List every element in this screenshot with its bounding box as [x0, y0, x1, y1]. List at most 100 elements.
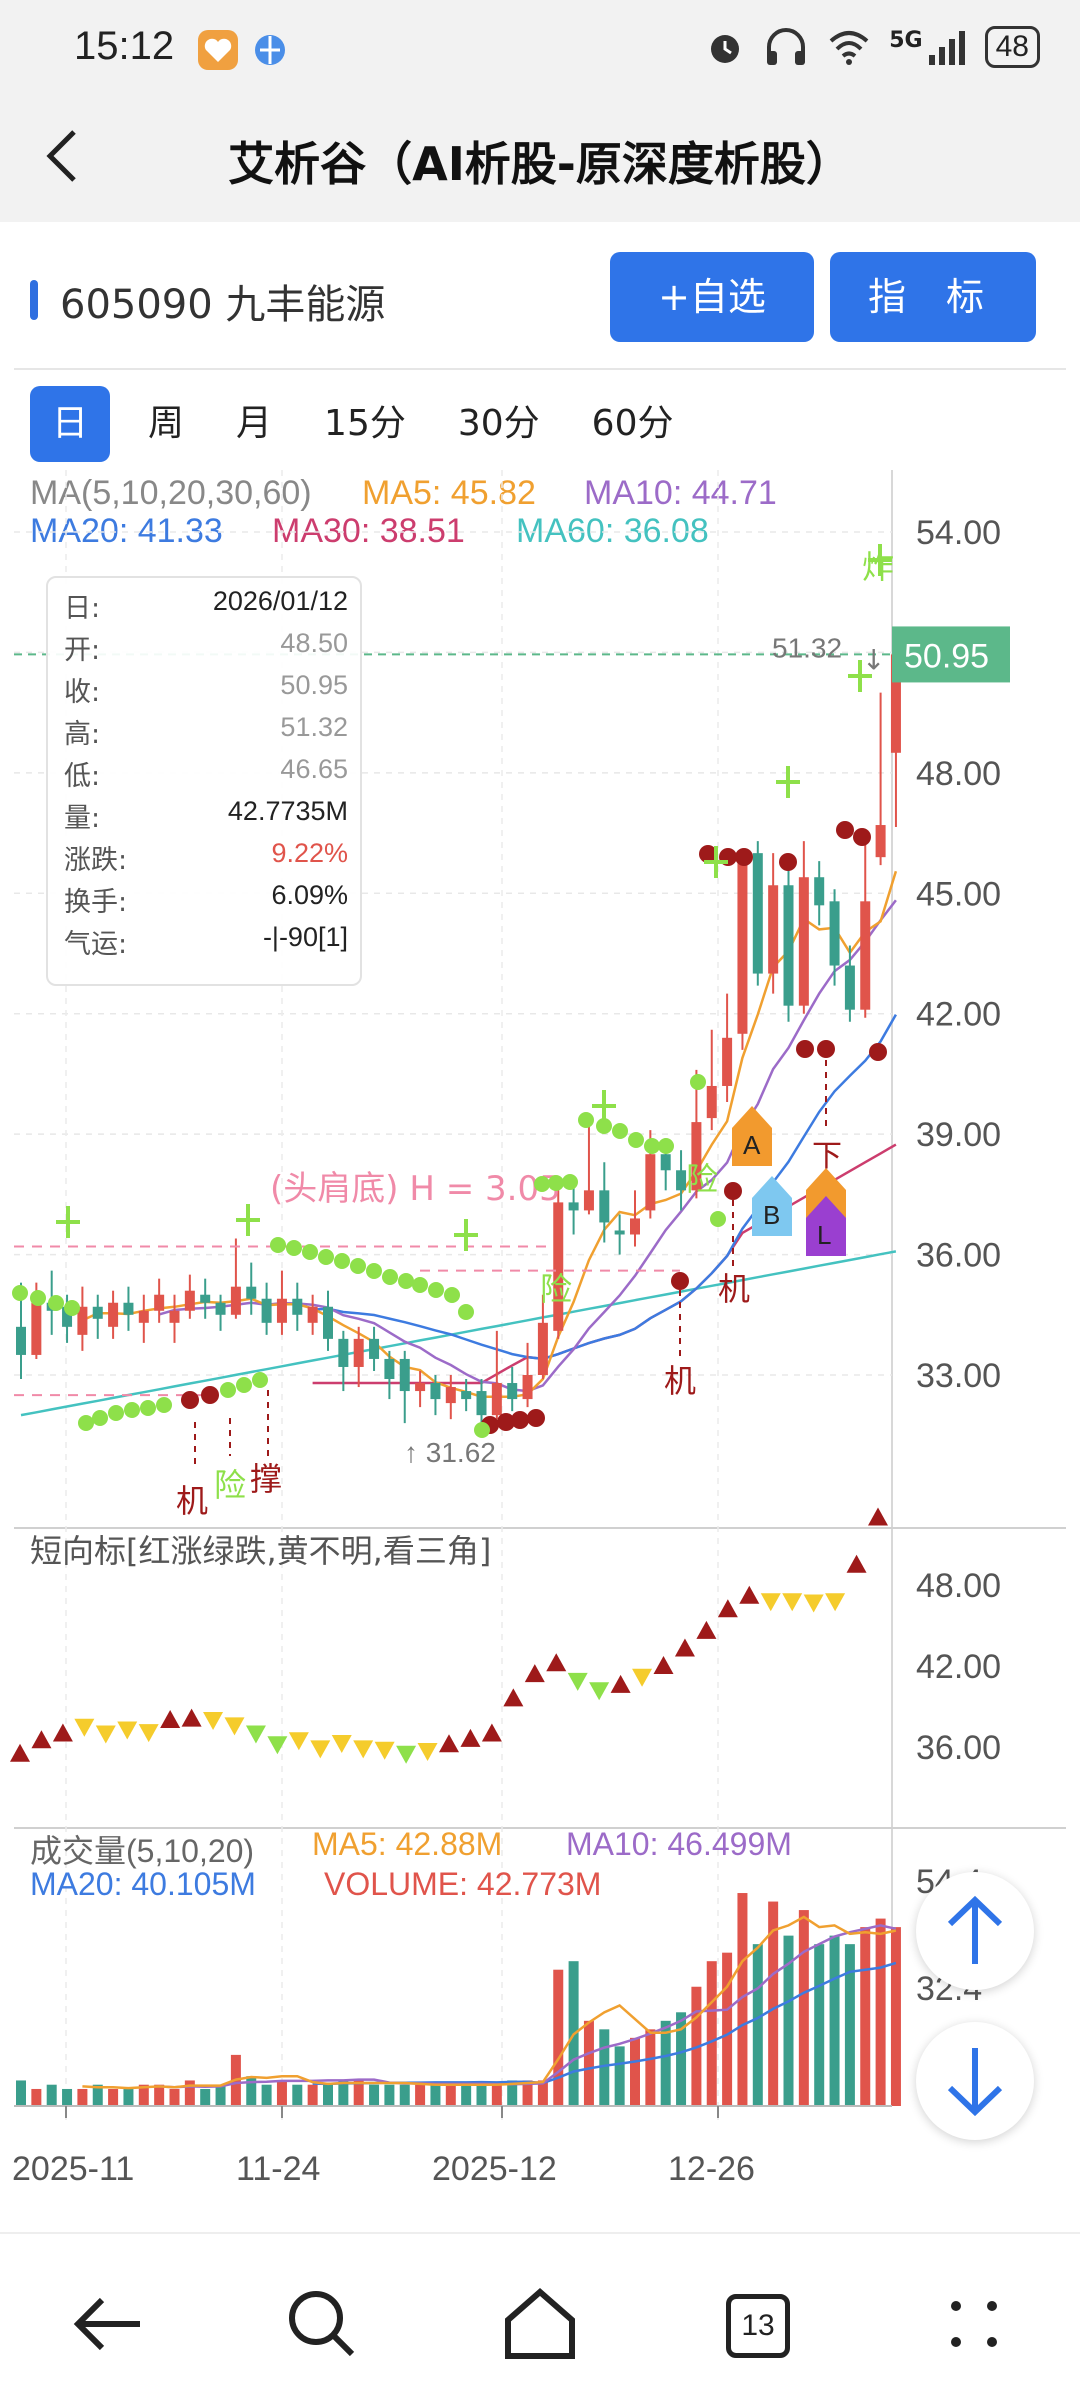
short-marker [31, 1730, 52, 1749]
scroll-down-button[interactable] [916, 2022, 1034, 2140]
tab-week[interactable]: 周 [148, 403, 185, 444]
green-dot [156, 1397, 172, 1413]
tab-30min[interactable]: 30分 [457, 403, 540, 444]
ma20-legend: MA20: 41.33 [30, 512, 223, 550]
short-marker [846, 1554, 867, 1573]
green-dot [286, 1240, 302, 1256]
signal-badge-b: B [752, 1176, 792, 1236]
volume-bar [62, 2088, 73, 2106]
signal-badge-a: A [732, 1106, 772, 1166]
volume-bar [798, 1910, 809, 2106]
signal-mark: 机 [176, 1482, 208, 1520]
signal-dot [671, 1272, 689, 1290]
search-icon[interactable] [272, 2274, 372, 2374]
green-dot [628, 1132, 644, 1148]
short-indicator-panel: 48.00 42.00 36.00 [10, 1507, 1001, 1767]
green-cross [236, 1204, 260, 1236]
volume-ma5-legend: MA5: 42.88M [312, 1826, 503, 1862]
candle-body [522, 1375, 533, 1400]
signal-dot [853, 828, 871, 846]
price-tick-label: 42.00 [916, 996, 1001, 1034]
tab-15min[interactable]: 15分 [324, 403, 406, 444]
volume-bar [246, 2076, 257, 2106]
green-dot [548, 1175, 564, 1191]
candle-body [200, 1294, 211, 1303]
candle-body [92, 1306, 103, 1319]
date-tick-label: 11-24 [236, 2150, 320, 2188]
tabs-icon[interactable]: 13 [706, 2274, 806, 2374]
pattern-lines [14, 1245, 680, 1397]
short-marker [52, 1723, 73, 1742]
volume-bar [814, 1944, 825, 2106]
candle-body [645, 1154, 656, 1211]
candle-body [614, 1230, 625, 1235]
tab-day[interactable]: 日 [30, 386, 111, 462]
more-dots-icon[interactable] [924, 2274, 1024, 2374]
ma5-legend: MA5: 45.82 [362, 474, 536, 512]
candle-body [430, 1383, 441, 1400]
candle-body [691, 1122, 702, 1191]
scroll-up-button[interactable] [916, 1872, 1034, 1990]
volume-bar [46, 2084, 57, 2106]
short-marker [160, 1710, 181, 1728]
volume-bar [890, 1927, 901, 2106]
short-marker [589, 1682, 610, 1701]
candle-body [814, 877, 825, 906]
volume-bar [276, 2080, 287, 2106]
short-marker [782, 1593, 803, 1612]
stock-chart[interactable]: 54.00 48.00 45.00 42.00 39.00 36.00 33.00 50.9… [0, 470, 1080, 2230]
short-marker [374, 1741, 395, 1760]
candle-body [630, 1218, 640, 1235]
candle-body [123, 1302, 134, 1315]
candle-body [399, 1358, 410, 1392]
home-icon[interactable] [490, 2274, 590, 2374]
status-bar: 15:12 5G 48 [0, 0, 1080, 92]
volume-bar [706, 1961, 717, 2106]
signal-dot [511, 1411, 529, 1429]
signal-dot [724, 1182, 742, 1200]
candle-body [230, 1286, 241, 1315]
short-tick-label: 48.00 [916, 1567, 1001, 1605]
volume-bar [737, 1893, 748, 2106]
ma5-line [81, 870, 898, 1398]
signal-dot [699, 845, 717, 863]
info-row-turnover: 换手: 6.09% [64, 880, 348, 918]
signal-mark: 机 [718, 1270, 750, 1308]
volume-bar [292, 2084, 303, 2106]
volume-bar [338, 2080, 349, 2106]
volume-bar [399, 2084, 410, 2106]
volume-bar [261, 2084, 272, 2106]
short-marker [460, 1728, 481, 1747]
tab-month[interactable]: 月 [236, 403, 273, 444]
back-arrow-icon[interactable] [58, 2274, 158, 2374]
green-dot [474, 1422, 490, 1438]
short-marker [417, 1743, 438, 1762]
candle-body [860, 901, 871, 1010]
volume-bar [16, 2080, 26, 2106]
short-marker [803, 1594, 824, 1613]
short-marker [524, 1664, 545, 1683]
divider [14, 368, 1066, 370]
add-watchlist-button[interactable]: +自选 [610, 252, 814, 342]
candle-body [783, 885, 794, 1006]
green-cross [704, 846, 728, 878]
short-marker [696, 1620, 717, 1639]
signal-dot [817, 1040, 835, 1058]
tab-60min[interactable]: 60分 [591, 403, 674, 444]
green-cross [776, 766, 800, 798]
candle-body [338, 1338, 349, 1367]
short-marker [181, 1708, 202, 1727]
candle-body [276, 1298, 287, 1323]
browser-icon [255, 35, 285, 65]
green-dot [318, 1249, 334, 1265]
short-marker [10, 1743, 30, 1762]
indicator-button[interactable]: 指 标 [830, 252, 1036, 342]
chevron-left-icon[interactable] [34, 116, 94, 196]
candle-body [154, 1294, 165, 1311]
green-dot [428, 1282, 444, 1298]
candle-body [737, 853, 748, 1034]
volume-bar [860, 1927, 871, 2106]
volume-bar [445, 2084, 456, 2106]
candle-body [246, 1286, 257, 1299]
